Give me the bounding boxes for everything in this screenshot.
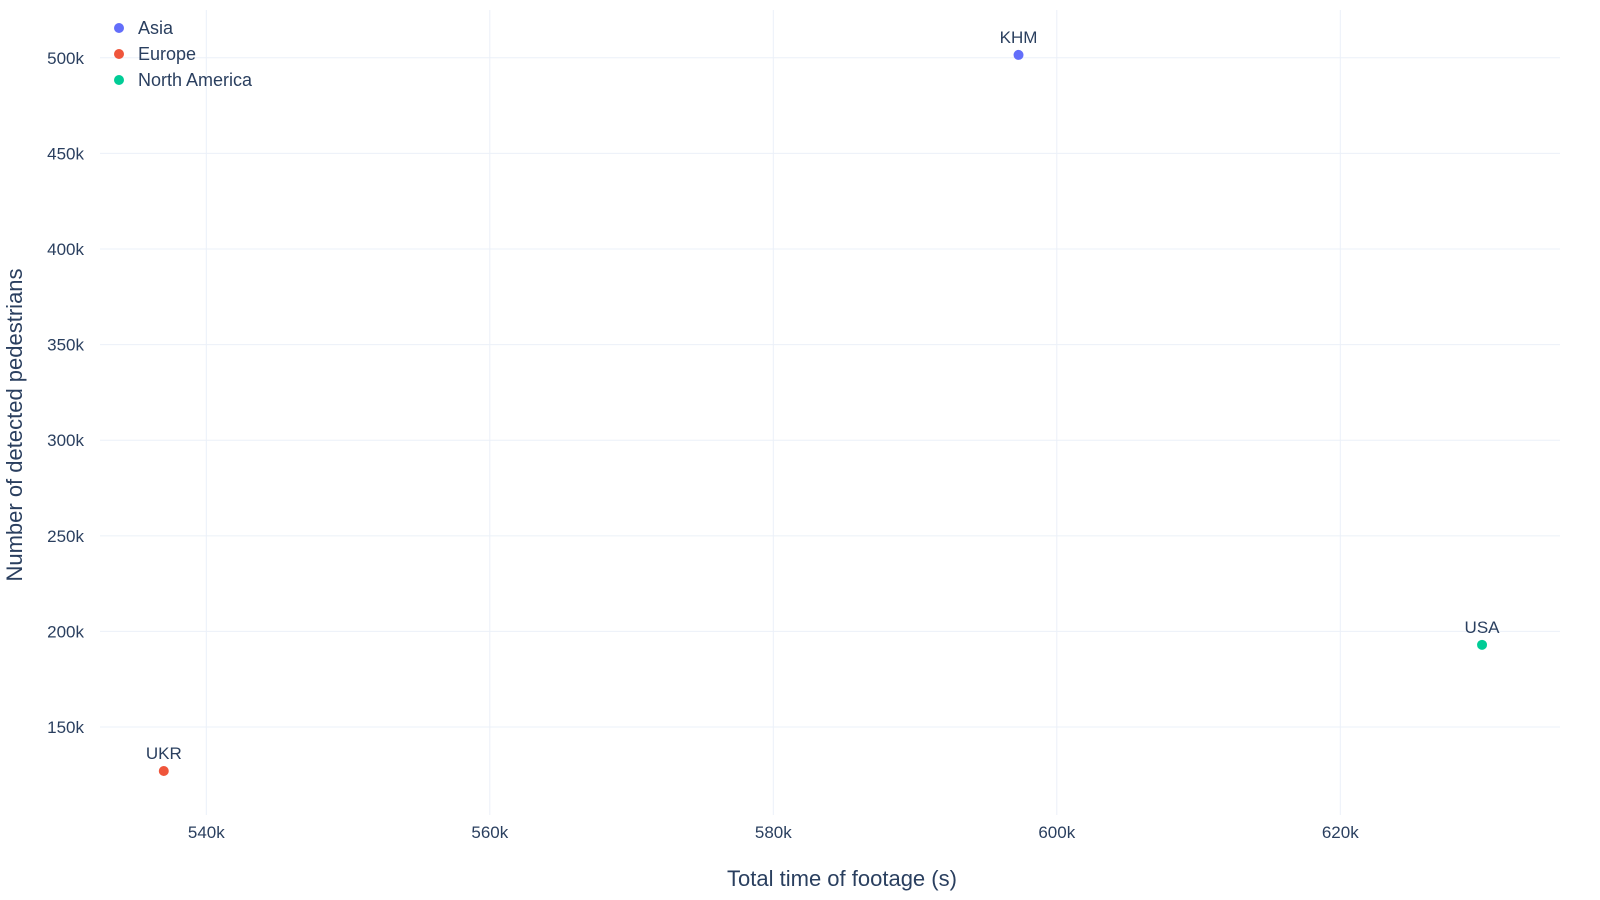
legend-label: Europe xyxy=(138,44,196,64)
legend-marker-icon xyxy=(114,75,124,85)
x-tick-label: 580k xyxy=(755,823,792,842)
x-tick-label: 600k xyxy=(1038,823,1075,842)
x-tick-label: 540k xyxy=(188,823,225,842)
data-point-label: UKR xyxy=(146,744,182,763)
data-point[interactable] xyxy=(1013,49,1024,60)
y-tick-label: 150k xyxy=(47,718,84,737)
data-point[interactable] xyxy=(1477,639,1488,650)
legend-label: Asia xyxy=(138,18,174,38)
y-tick-label: 250k xyxy=(47,527,84,546)
data-points: KHM UKR USA xyxy=(146,28,1501,777)
legend-marker-icon xyxy=(114,49,124,59)
data-point-label: USA xyxy=(1465,618,1501,637)
y-tick-label: 350k xyxy=(47,336,84,355)
data-point-label: KHM xyxy=(1000,28,1038,47)
x-tick-label: 620k xyxy=(1322,823,1359,842)
legend-marker-icon xyxy=(114,23,124,33)
y-tick-label: 450k xyxy=(47,144,84,163)
grid-lines xyxy=(100,10,1560,815)
x-tick-label: 560k xyxy=(471,823,508,842)
y-tick-label: 200k xyxy=(47,622,84,641)
legend-item[interactable]: Europe xyxy=(114,44,196,64)
legend-label: North America xyxy=(138,70,253,90)
y-tick-label: 500k xyxy=(47,49,84,68)
legend[interactable]: Asia Europe North America xyxy=(114,18,253,90)
y-axis-ticks: 150k 200k 250k 300k 350k 400k 450k 500k xyxy=(47,49,84,737)
x-axis-title: Total time of footage (s) xyxy=(727,866,957,891)
x-axis-ticks: 540k 560k 580k 600k 620k xyxy=(188,823,1359,842)
y-axis-title: Number of detected pedestrians xyxy=(2,268,27,581)
y-tick-label: 300k xyxy=(47,431,84,450)
legend-item[interactable]: Asia xyxy=(114,18,174,38)
y-tick-label: 400k xyxy=(47,240,84,259)
legend-item[interactable]: North America xyxy=(114,70,253,90)
data-point[interactable] xyxy=(158,766,169,777)
